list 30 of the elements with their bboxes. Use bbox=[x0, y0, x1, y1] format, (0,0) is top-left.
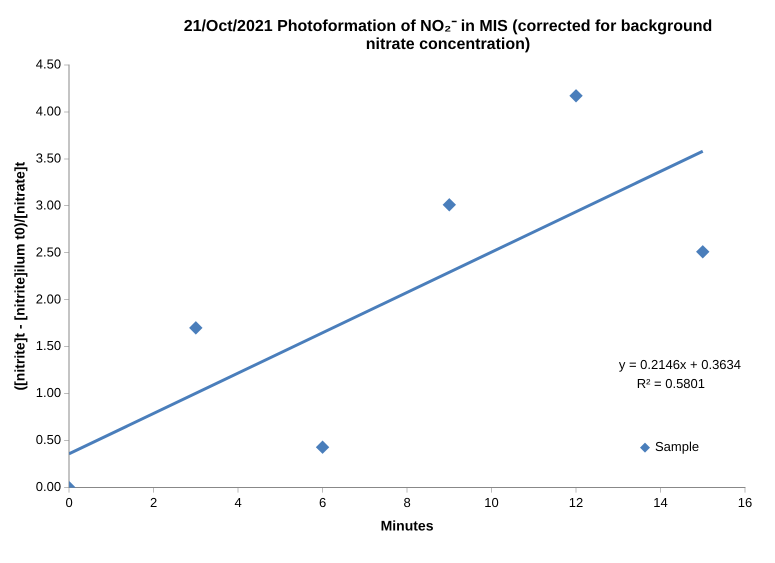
x-tick-label: 4 bbox=[234, 494, 242, 510]
x-tick-label: 2 bbox=[150, 494, 158, 510]
x-tick-label: 16 bbox=[738, 494, 752, 510]
point bbox=[570, 89, 583, 102]
y-tick-label: 4.50 bbox=[36, 56, 62, 72]
point bbox=[189, 321, 202, 334]
x-tick-label: 0 bbox=[65, 494, 73, 510]
y-tick-label: 0.50 bbox=[36, 432, 62, 448]
point bbox=[316, 440, 330, 454]
y-tick-label: 0.00 bbox=[36, 479, 62, 494]
x-tick-label: 10 bbox=[484, 494, 499, 510]
x-tick-label: 8 bbox=[403, 494, 411, 510]
y-axis-title: ([nitrite]t - [nitrite]ilum t0)/[nitrate]t bbox=[11, 162, 28, 391]
x-tick-label: 6 bbox=[318, 494, 326, 510]
y-tick-label: 1.00 bbox=[36, 385, 62, 400]
y-tick-label: 1.50 bbox=[36, 338, 62, 354]
x-axis-title: Minutes bbox=[380, 517, 434, 534]
y-tick-label: 2.00 bbox=[36, 291, 62, 306]
annotation: R² = 0.5801 bbox=[636, 376, 705, 392]
chart-title: 21/Oct/2021 Photoformation of NO₂⁻ in MIS (corrected for background nitrate concentration) bbox=[182, 17, 714, 54]
y-tick-label: 3.50 bbox=[36, 150, 62, 166]
y-tick-label: 4.00 bbox=[36, 103, 62, 118]
point bbox=[442, 198, 456, 212]
y-tick-label: 2.50 bbox=[36, 244, 62, 260]
y-tick-label: 3.00 bbox=[36, 197, 62, 212]
x-tick-label: 12 bbox=[568, 494, 584, 510]
legend-label: Sample bbox=[655, 439, 700, 454]
point bbox=[696, 245, 710, 258]
x-tick-label: 14 bbox=[653, 494, 668, 510]
annotation: y = 0.2146x + 0.3634 bbox=[618, 357, 741, 372]
